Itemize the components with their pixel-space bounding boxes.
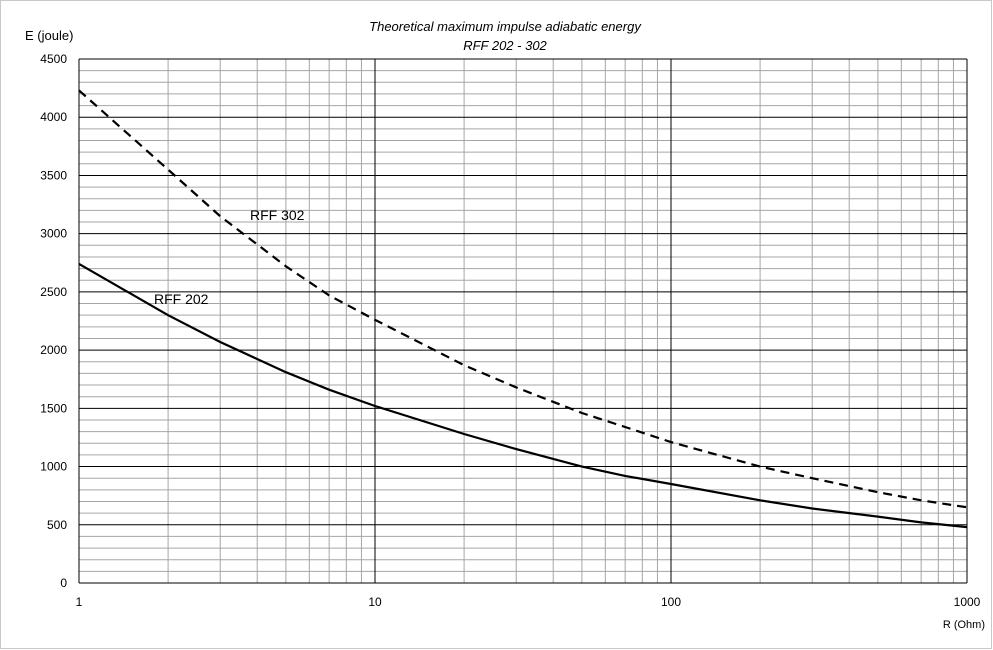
y-tick-label: 500 [47, 518, 67, 532]
x-tick-label: 1 [76, 595, 83, 609]
tick-labels: 0 500 1000 1500 2000 2500 3000 3500 4000 4500 1 10 1… [40, 52, 980, 609]
y-tick-label: 4000 [40, 110, 67, 124]
x-tick-label: 10 [368, 595, 382, 609]
grid [78, 58, 968, 584]
series-line-rff-302 [78, 89, 968, 509]
series-line-rff-202 [78, 262, 968, 529]
y-tick-label: 0 [60, 576, 67, 590]
y-tick-label: 4500 [40, 52, 67, 66]
x-tick-label: 1000 [954, 595, 981, 609]
y-tick-label: 2500 [40, 285, 67, 299]
y-tick-label: 2000 [40, 343, 67, 357]
series-label-rff-302: RFF 302 [250, 207, 305, 223]
x-axis-label: R (Ohm) [943, 619, 985, 631]
chart-subtitle: RFF 202 - 302 [463, 38, 547, 53]
y-tick-label: 1500 [40, 401, 67, 415]
y-tick-label: 3000 [40, 227, 67, 241]
chart-title: Theoretical maximum impulse adiabatic en… [369, 19, 642, 34]
y-tick-label: 3500 [40, 168, 67, 182]
y-axis-label: E (joule) [25, 28, 73, 43]
series-label-rff-202: RFF 202 [154, 291, 209, 307]
series-layer [78, 89, 968, 529]
x-tick-label: 100 [661, 595, 681, 609]
y-tick-label: 1000 [40, 460, 67, 474]
